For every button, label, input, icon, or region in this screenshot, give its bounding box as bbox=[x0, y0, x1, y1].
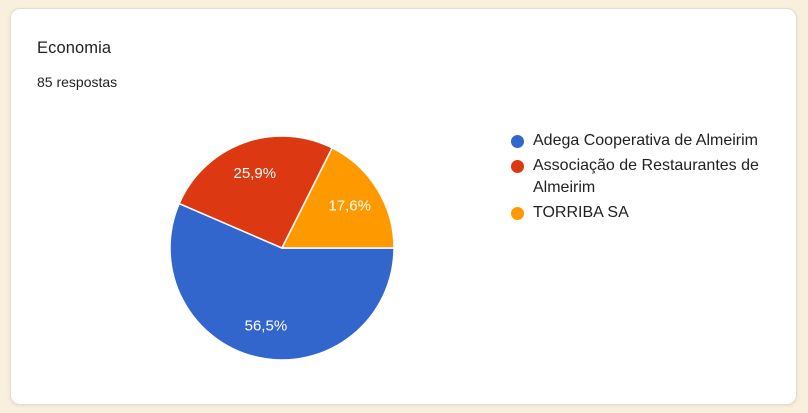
pie-slice-0[interactable] bbox=[169, 202, 395, 361]
chart-legend: Adega Cooperativa de Almeirim Associação… bbox=[511, 130, 773, 227]
legend-color-dot-icon bbox=[511, 206, 524, 220]
legend-item-label: Associação de Restaurantes de Almeirim bbox=[533, 157, 759, 196]
question-title: Economia bbox=[37, 39, 112, 57]
legend-color-dot-icon bbox=[511, 134, 524, 148]
pie-slice-percentage-label: 56,5% bbox=[245, 317, 288, 334]
pie-slice-2[interactable] bbox=[281, 147, 395, 249]
legend-item-label: TORRIBA SA bbox=[533, 204, 629, 221]
legend-color-dot-icon bbox=[511, 159, 524, 173]
responses-count: 85 respostas bbox=[37, 74, 118, 90]
pie-slice-percentage-label: 17,6% bbox=[328, 198, 371, 215]
legend-item: Adega Cooperativa de Almeirim bbox=[511, 130, 773, 152]
legend-item: TORRIBA SA bbox=[511, 202, 773, 224]
pie-slice-1[interactable] bbox=[178, 135, 333, 249]
pie-chart[interactable]: 56,5% 25,9% 17,6% bbox=[164, 130, 400, 366]
legend-item: Associação de Restaurantes de Almeirim bbox=[511, 155, 773, 199]
pie-slice-percentage-label: 25,9% bbox=[234, 165, 277, 182]
question-summary-card: Economia 85 respostas 56,5% 25,9% 17,6% Ad… bbox=[10, 8, 797, 405]
legend-item-label: Adega Cooperativa de Almeirim bbox=[533, 132, 759, 149]
